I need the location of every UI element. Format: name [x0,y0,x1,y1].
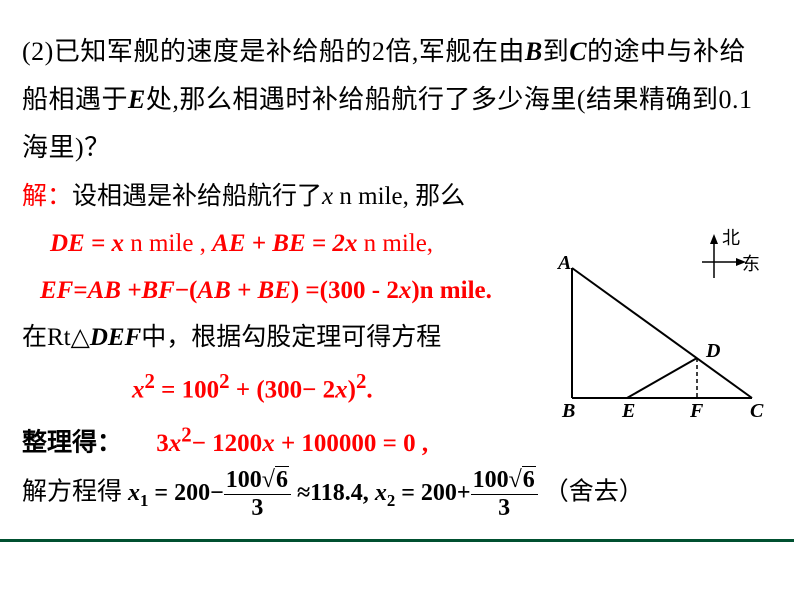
sol7h: 解方程得 [22,479,122,506]
frac2: 10063 [471,467,538,521]
sol3d: ) =(300 - 2 [291,277,399,304]
triangle-svg [552,258,762,428]
solution-line-7: 解方程得 x1 = 200−10063 ≈118.4, x2 = 200+100… [22,467,772,521]
q-E: E [128,85,146,114]
footer-bar [0,539,794,542]
label-B: B [562,400,575,423]
sol4t: 中，根据勾股定理可得方程 [141,324,441,351]
solution-line-1: 解：设相遇是补给船航行了x n mile, 那么 [22,178,772,217]
v200b: 200 [421,480,457,506]
q-p1: 已知军舰的速度是补给船的2倍,军舰在由 [54,37,525,66]
label-C: C [750,400,763,423]
sol3e: x [399,277,412,304]
sol5s1: 2 [145,369,155,393]
plus1: + [457,480,471,506]
sol6x: x [262,430,275,457]
sub2: 2 [387,491,395,510]
label-D: D [706,340,720,363]
q-p2: 到 [543,37,570,66]
sol5a: x [132,377,145,404]
sol6s: 2 [181,422,191,446]
sol1-x: x [322,183,333,210]
sol3m: −( [175,277,198,304]
sol2mid: n mile , [124,230,212,257]
sub1: 1 [140,491,148,510]
q-prefix: (2) [22,37,54,66]
minus1: − [210,480,224,506]
approx: ≈ [297,480,310,506]
discard: （舍去） [544,479,644,506]
sol5eq: = 100 [155,377,219,404]
label-A: A [558,252,571,275]
sol5s3: 2 [356,369,366,393]
sol5b: + (300− 2 [230,377,336,404]
q-B: B [525,37,543,66]
sol6r: − 1200 [192,430,263,457]
sol-prefix: 解： [22,183,72,210]
sol4h: 在Rt△ [22,324,90,351]
x1: x [128,480,140,506]
v200a: 200 [174,480,210,506]
sol2b: AE + BE = 2x [212,230,357,257]
sol5s2: 2 [219,369,229,393]
sol3a: EF [40,277,73,304]
sol3eq: = [73,277,87,304]
sol4tri: DEF [90,324,141,351]
sol3c: AB + BE [197,277,290,304]
sol5dot: . [366,377,372,404]
sol6h: 整理得： [22,430,122,457]
eq2: = [401,480,415,506]
sol5c: x [335,377,348,404]
sol2a: DE = x [50,230,124,257]
sol1-tail: n mile, 那么 [333,183,465,210]
q-C: C [569,37,587,66]
sol1-rest: 设相遇是补给船航行了 [72,183,322,210]
eq1: = [154,480,168,506]
question-text: (2)已知军舰的速度是补给船的2倍,军舰在由B到C的途中与补给船相遇于E处,那么… [22,28,772,172]
label-F: F [690,400,703,423]
north-label: 北 [722,224,740,250]
sol2t: n mile, [357,230,433,257]
frac1: 10063 [224,467,291,521]
sol6t: + 100000 = 0 , [275,430,429,457]
x2: x [375,480,387,506]
v1184: 118.4, [310,480,369,506]
label-E: E [622,400,635,423]
sol3f: )n mile. [411,277,492,304]
sol5d: ) [348,377,356,404]
sol3b: AB +BF [88,277,175,304]
sol6eq: 3x [156,430,181,457]
geometry-diagram: 北 东 A B C D E F [552,230,772,430]
